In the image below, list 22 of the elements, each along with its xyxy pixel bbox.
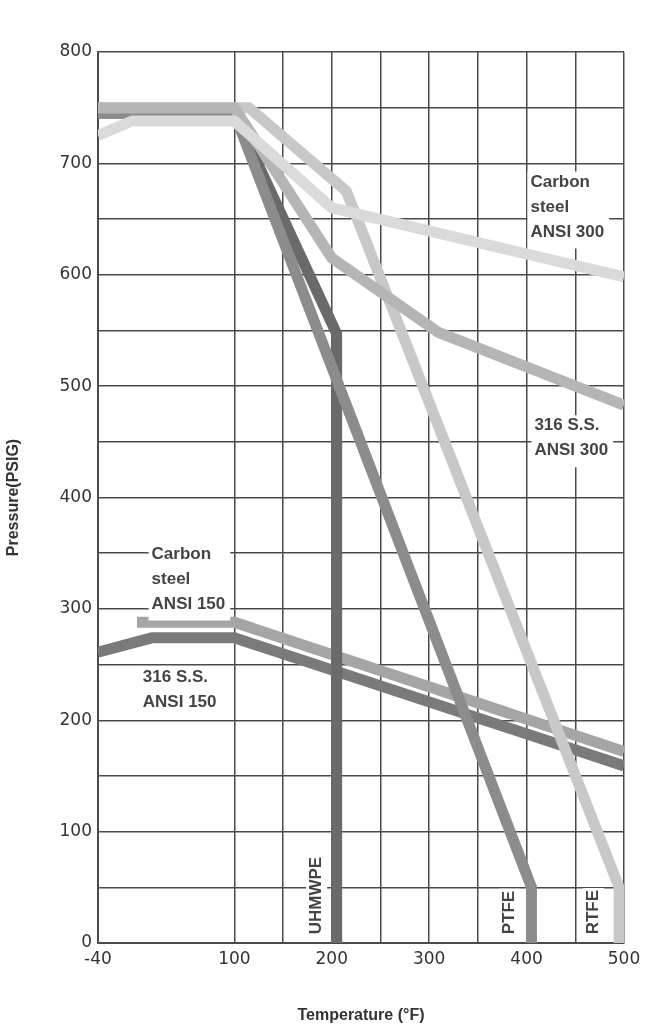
x-tick-label: 500 [607,947,641,968]
y-tick-label: 100 [59,820,92,841]
x-axis-title: Temperature (°F) [297,1005,425,1023]
y-axis-title: Pressure(PSIG) [4,438,22,557]
series-label: Carbon steel ANSI 150 [151,543,226,613]
y-tick-label: 200 [59,708,92,729]
series-label: Carbon steel ANSI 300 [530,171,605,241]
x-tick-label: 400 [510,947,543,968]
x-tick-label: 100 [218,947,251,968]
y-tick-label: 300 [59,597,92,618]
series-label: 316 S.S. ANSI 150 [142,667,217,712]
text: UHMWPE [305,856,325,935]
y-tick-label: 600 [59,263,92,284]
y-tick-label: 800 [59,40,92,61]
x-tick-label: 300 [412,947,446,968]
text: PTFE [498,890,518,935]
y-tick-label: 500 [59,374,92,395]
y-tick-label: 400 [59,485,92,506]
series-label: 316 S.S. ANSI 300 [534,415,609,460]
text: RTFE [582,889,602,935]
y-tick-label: 700 [59,151,92,172]
x-tick-label: 200 [315,947,348,968]
